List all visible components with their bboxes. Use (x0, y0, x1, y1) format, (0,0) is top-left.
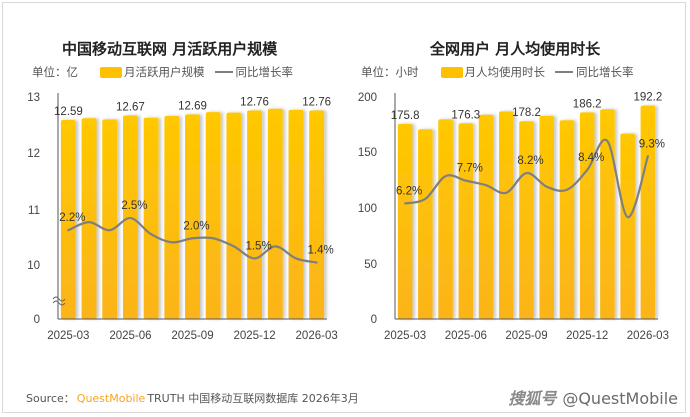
bar-value-label: 176.3 (451, 109, 480, 121)
x-tick-label: 2025-06 (445, 330, 487, 342)
growth-rate-label: 2.0% (183, 220, 209, 232)
bar (143, 117, 159, 319)
x-tick-label: 2025-03 (384, 330, 426, 342)
x-tick-label: 2026-03 (296, 330, 338, 342)
bar (164, 116, 180, 319)
bar-value-label: 186.2 (573, 98, 602, 110)
source-text: TRUTH 中国移动互联网数据库 2026年3月 (147, 392, 359, 405)
y-tick-label: 12 (27, 148, 40, 160)
source-footer: Source： QuestMobile TRUTH 中国移动互联网数据库 2026年… (26, 390, 359, 406)
bar (559, 120, 575, 319)
growth-rate-label: 1.4% (308, 244, 334, 256)
bar (60, 119, 76, 320)
bar-value-label: 192.2 (633, 92, 662, 104)
y-tick-label: 11 (28, 205, 40, 217)
bar (640, 105, 656, 320)
x-tick-label: 2025-03 (47, 330, 89, 342)
bar-value-label: 12.69 (178, 100, 207, 112)
right-chart-title: 全网用户 月人均使用时长 (430, 40, 601, 58)
bar (185, 114, 200, 319)
sohu-logo: 搜狐号 (508, 389, 557, 408)
y-tick-label: 10 (27, 260, 40, 272)
credit-watermark: 搜狐号 @QuestMobile (508, 385, 678, 409)
bar (288, 109, 304, 319)
right-unit-label: 单位：小时 (361, 65, 419, 79)
bar (397, 123, 413, 319)
x-tick-label: 2025-09 (505, 330, 547, 342)
bar-value-label: 178.2 (512, 107, 541, 119)
bar (498, 111, 514, 320)
growth-rate-label: 1.5% (245, 240, 271, 252)
bar (267, 108, 283, 319)
bar (600, 109, 615, 320)
bar (102, 119, 118, 320)
bar (539, 115, 555, 320)
bar-value-label: 12.76 (302, 96, 331, 108)
right-chart-legend: 单位：小时 月人均使用时长 同比增长率 (361, 64, 634, 80)
bar (620, 133, 635, 319)
x-tick-label: 2025-06 (109, 330, 151, 342)
y-tick-label: 100 (358, 203, 377, 215)
left-unit-label: 单位：亿 (32, 65, 78, 79)
bar-value-label: 12.67 (116, 101, 145, 113)
left-chart-legend: 单位：亿 月活跃用户规模 同比增长率 (32, 64, 293, 80)
growth-rate-label: 8.4% (578, 152, 604, 164)
x-tick-label: 2025-09 (171, 330, 213, 342)
growth-rate-label: 9.3% (639, 138, 665, 150)
bar-legend-swatch (100, 66, 122, 78)
growth-rate-label: 2.5% (121, 200, 147, 212)
growth-rate-label: 6.2% (396, 185, 422, 197)
x-tick-label: 2026-03 (627, 330, 669, 342)
bar (247, 110, 263, 319)
y-tick-label: 0 (371, 314, 377, 326)
bar (205, 112, 221, 320)
bar (458, 123, 474, 319)
axis-break-icon (52, 296, 66, 306)
bar (309, 110, 325, 319)
bar (478, 114, 494, 319)
x-tick-label: 2025-12 (233, 330, 275, 342)
credit-handle: @QuestMobile (562, 389, 678, 408)
line-legend-swatch (214, 71, 233, 73)
right-legend-line-label: 同比增长率 (576, 65, 634, 79)
y-tick-label: 50 (364, 259, 377, 271)
bar (579, 112, 595, 320)
x-tick-label: 2025-12 (566, 330, 608, 342)
growth-rate-label: 7.7% (457, 163, 483, 175)
left-legend-line-label: 同比增长率 (235, 65, 294, 79)
y-tick-label: 150 (358, 147, 377, 159)
left-legend-bar-label: 月活跃用户规模 (124, 65, 205, 79)
y-tick-label: 13 (27, 92, 40, 104)
source-prefix: Source： (26, 392, 75, 405)
chart-frame (2, 2, 686, 413)
growth-rate-label: 8.2% (517, 155, 543, 167)
bar (81, 118, 97, 319)
growth-rate-label: 2.2% (59, 212, 85, 224)
right-legend-bar-label: 月人均使用时长 (464, 65, 546, 79)
bar-value-label: 175.8 (391, 110, 420, 122)
bar (519, 121, 534, 319)
bar-legend-swatch (440, 66, 463, 78)
y-tick-label: 200 (358, 92, 377, 104)
brand-name: QuestMobile (76, 392, 146, 405)
line-legend-swatch (555, 71, 573, 73)
bar (226, 112, 242, 320)
left-chart-title: 中国移动互联网 月活跃用户规模 (62, 40, 278, 58)
bar-value-label: 12.59 (54, 106, 83, 118)
bar-value-label: 12.76 (240, 96, 269, 108)
bar (438, 119, 453, 319)
bar (418, 129, 433, 319)
y-tick-label: 0 (34, 314, 40, 326)
